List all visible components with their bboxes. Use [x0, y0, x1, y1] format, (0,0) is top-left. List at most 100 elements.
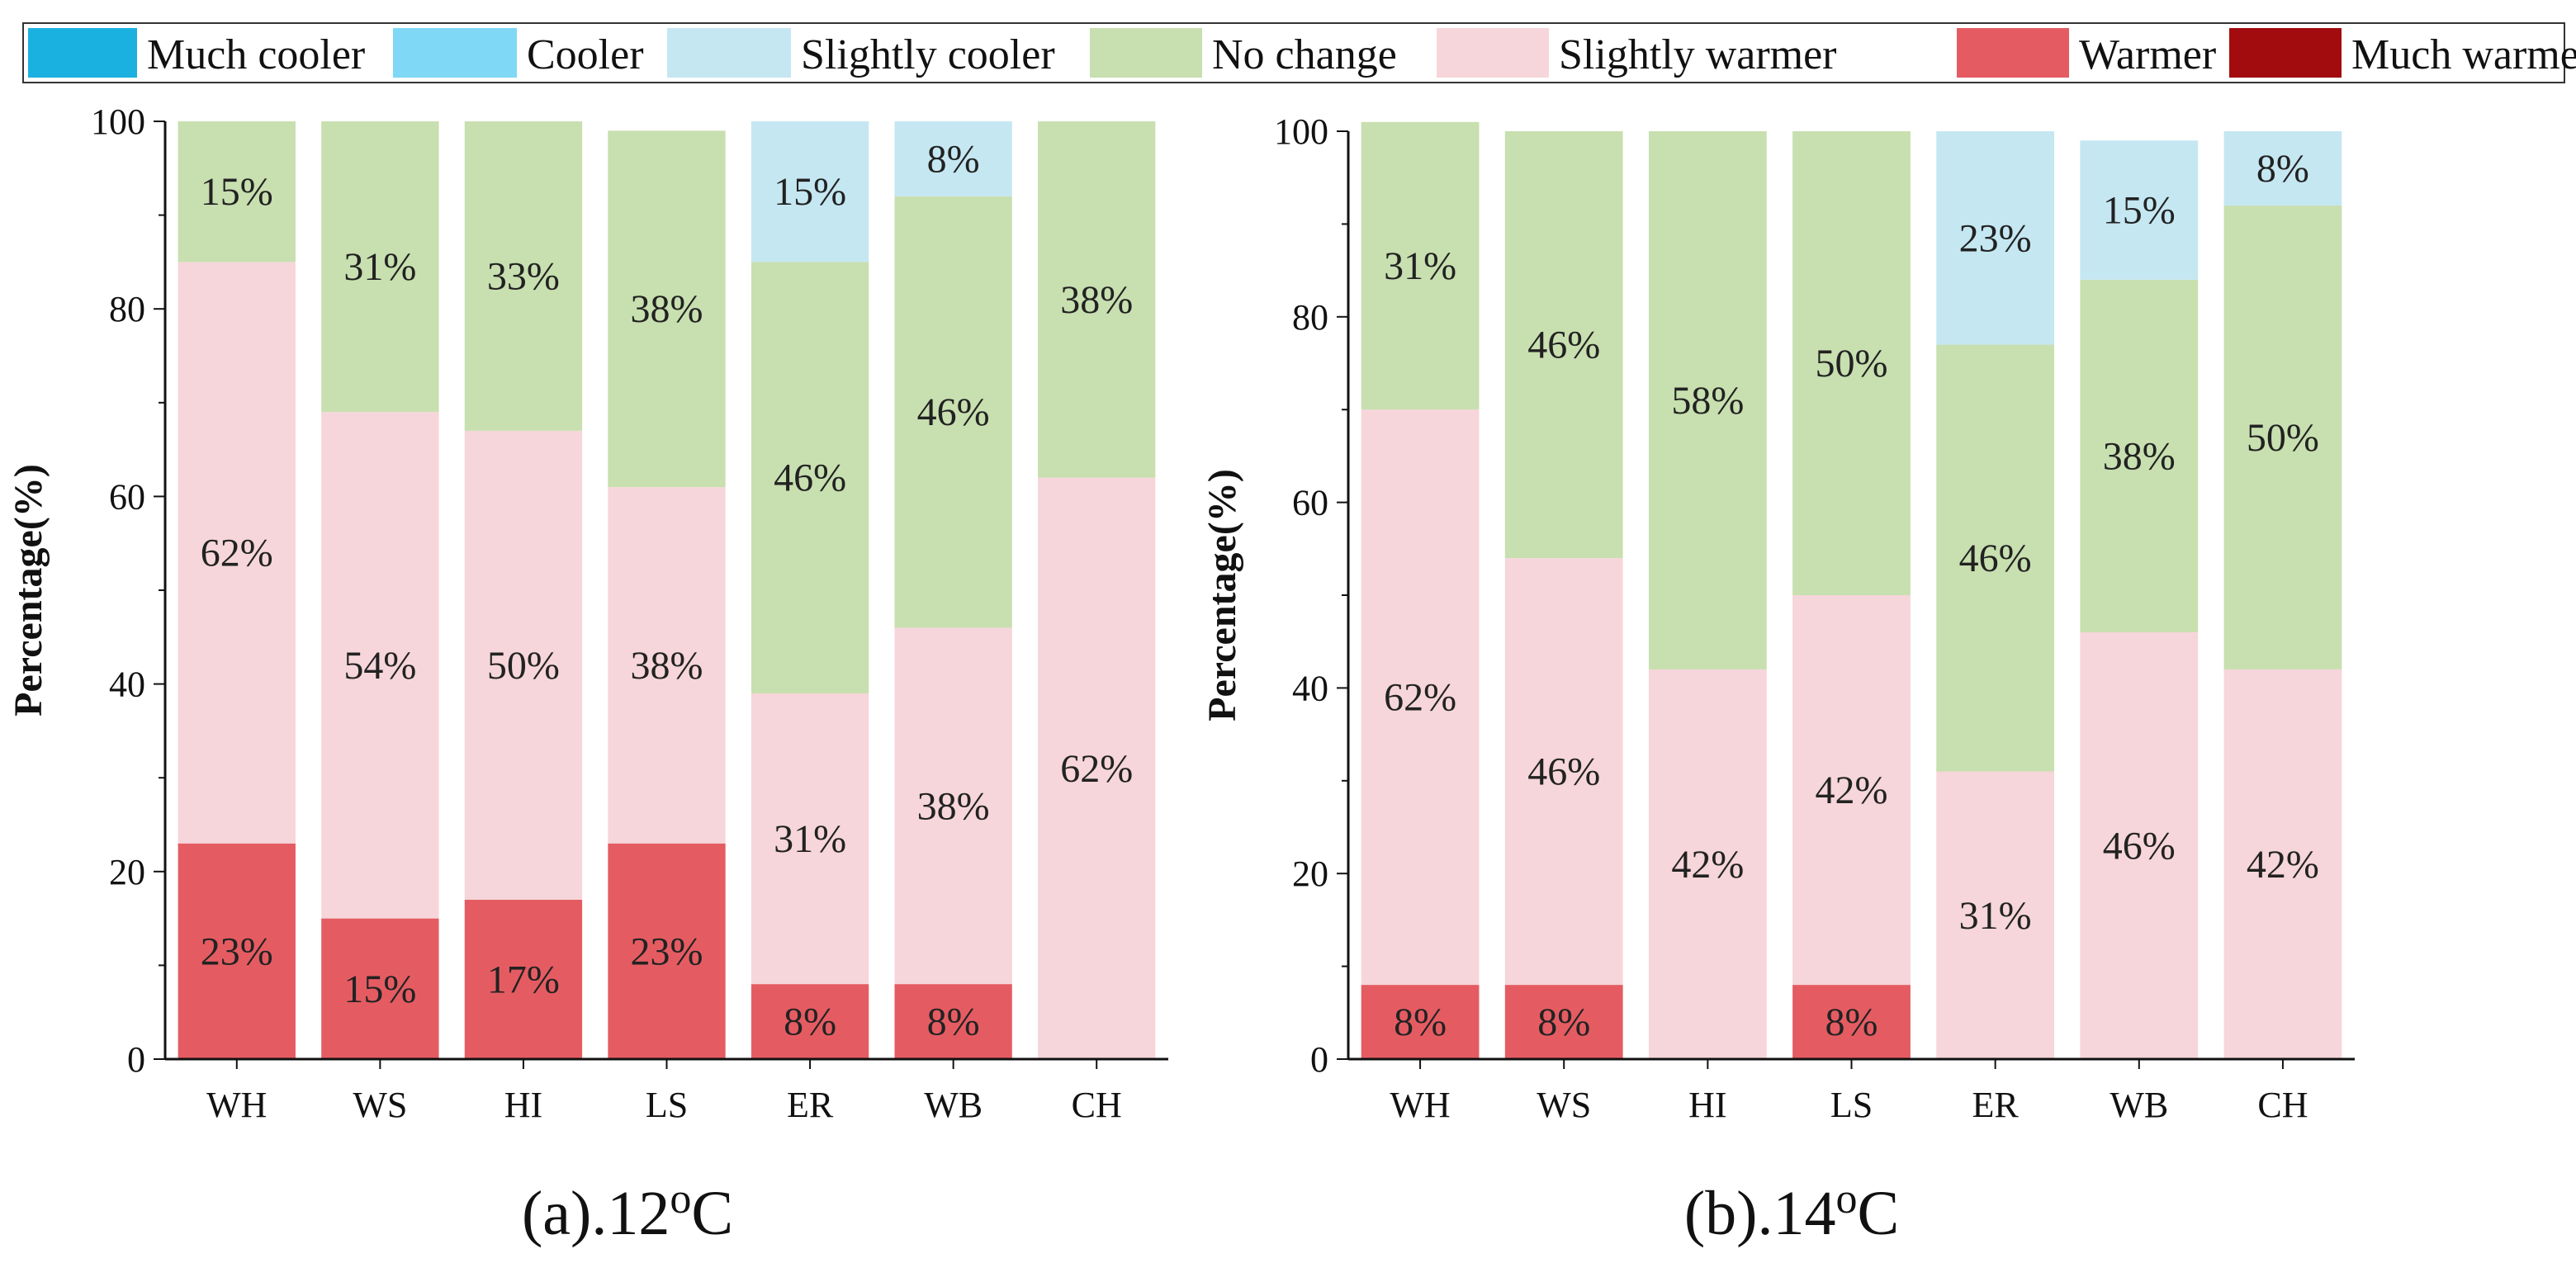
bar-b-hi-no-change [1648, 131, 1767, 669]
bar-b-er-no-change [1936, 344, 2055, 772]
data-label-a-hi-slightly-warmer: 50% [487, 644, 560, 688]
data-label-b-ch-slightly-cooler: 8% [2256, 147, 2309, 191]
data-label-a-ch-no-change: 38% [1060, 278, 1133, 322]
legend-swatch-no-change [1090, 28, 1202, 78]
bar-a-er-warmer [751, 984, 869, 1059]
bar-b-wb-no-change [2080, 279, 2199, 632]
data-label-a-er-slightly-warmer: 31% [774, 817, 846, 861]
data-label-a-ls-slightly-warmer: 38% [631, 644, 703, 688]
bar-a-er-no-change [751, 262, 869, 693]
legend-swatch-slightly-cooler [667, 28, 791, 78]
x-tick-label-b-er: ER [1972, 1085, 2020, 1125]
x-tick-label-a-er: ER [787, 1085, 834, 1125]
data-label-a-ws-slightly-warmer: 54% [343, 644, 416, 688]
legend-label-cooler: Cooler [527, 31, 644, 78]
y-tick-label-a-0: 0 [127, 1039, 145, 1080]
caption-degree-a: o [670, 1175, 691, 1223]
data-label-a-wb-slightly-warmer: 38% [917, 784, 990, 828]
data-label-a-wb-no-change: 46% [917, 390, 990, 434]
bar-a-wb-warmer [894, 984, 1012, 1059]
bar-b-wh-warmer [1361, 985, 1480, 1059]
bar-a-wh-no-change [178, 121, 296, 263]
y-tick-label-a-100: 100 [91, 102, 145, 142]
chart-b-14C: 8% 62% 31% WH 8% 46% 46% WS 42% 58% HI 8% 42% 50% LS 31… [1200, 111, 2355, 1248]
y-axis-title-b: Percentage(%) [1200, 469, 1244, 721]
legend-label-no-change: No change [1212, 31, 1397, 78]
bar-a-wb-slightly-cooler [894, 121, 1012, 196]
bar-a-ws-no-change [321, 121, 439, 413]
bar-b-ls-warmer [1792, 985, 1911, 1059]
legend-label-warmer: Warmer [2079, 31, 2216, 78]
bar-a-hi-slightly-warmer [464, 430, 583, 900]
bar-b-wb-slightly-warmer [2080, 632, 2199, 1059]
bar-b-ws-slightly-warmer [1504, 558, 1623, 986]
bar-a-wh-warmer [178, 843, 296, 1059]
x-tick-label-b-ch: CH [2257, 1085, 2308, 1125]
y-tick-label-b-60: 60 [1292, 483, 1328, 523]
x-tick-label-a-wb: WB [924, 1085, 983, 1125]
bar-a-wb-slightly-warmer [894, 627, 1012, 985]
bar-a-ws-slightly-warmer [321, 412, 439, 919]
data-label-a-ls-warmer: 23% [631, 930, 703, 973]
bar-a-ls-warmer [608, 843, 726, 1059]
data-label-b-wb-no-change: 38% [2103, 434, 2176, 478]
data-label-a-wh-slightly-warmer: 62% [201, 532, 273, 575]
legend: Much cooler Cooler Slightly cooler No chang… [22, 22, 2576, 83]
x-tick-label-b-ws: WS [1537, 1085, 1591, 1125]
x-tick-label-a-ch: CH [1072, 1085, 1122, 1125]
bar-a-er-slightly-cooler [751, 121, 869, 263]
bar-a-wh-slightly-warmer [178, 262, 296, 844]
x-tick-label-a-hi: HI [504, 1085, 542, 1125]
bar-a-er-slightly-warmer [751, 693, 869, 985]
data-label-a-wb-slightly-cooler: 8% [927, 137, 980, 181]
data-label-b-wh-no-change: 31% [1384, 244, 1456, 288]
bar-a-ch-no-change [1038, 121, 1156, 478]
bar-b-ch-no-change [2223, 205, 2342, 669]
bar-b-ws-no-change [1504, 131, 1623, 559]
bar-a-ch-slightly-warmer [1038, 477, 1156, 1059]
legend-swatch-slightly-warmer [1437, 28, 1549, 78]
legend-label-slightly-cooler: Slightly cooler [801, 31, 1055, 78]
bar-b-ws-warmer [1504, 985, 1623, 1059]
y-axis-title-a: Percentage(%) [7, 464, 50, 717]
data-label-a-ls-no-change: 38% [631, 287, 703, 331]
y-tick-label-b-0: 0 [1310, 1039, 1328, 1080]
bar-a-ws-warmer [321, 918, 439, 1059]
bar-a-hi-warmer [464, 899, 583, 1059]
data-label-a-wh-warmer: 23% [201, 930, 273, 973]
data-label-b-wh-slightly-warmer: 62% [1384, 676, 1456, 720]
y-tick-label-b-100: 100 [1274, 111, 1328, 152]
bar-a-hi-no-change [464, 121, 583, 431]
data-label-a-wh-no-change: 15% [201, 170, 273, 214]
bar-b-wh-no-change [1361, 121, 1480, 410]
data-label-b-er-slightly-cooler: 23% [1959, 216, 2032, 260]
y-tick-label-b-20: 20 [1292, 854, 1328, 894]
data-label-b-ls-no-change: 50% [1816, 342, 1888, 386]
legend-label-much-cooler: Much cooler [147, 31, 365, 78]
y-tick-label-a-60: 60 [109, 476, 145, 517]
bar-b-ls-slightly-warmer [1792, 595, 1911, 986]
legend-swatch-much-warmer [2229, 28, 2342, 78]
bar-b-wb-slightly-cooler [2080, 140, 2199, 280]
x-tick-label-a-ls: LS [646, 1085, 688, 1125]
y-tick-label-b-80: 80 [1292, 297, 1328, 338]
data-label-b-ch-slightly-warmer: 42% [2247, 843, 2319, 887]
x-tick-label-b-wb: WB [2110, 1085, 2168, 1125]
caption-unit-a: C [691, 1179, 733, 1248]
data-label-b-er-no-change: 46% [1959, 537, 2032, 580]
legend-label-slightly-warmer: Slightly warmer [1559, 31, 1837, 78]
x-tick-label-b-wh: WH [1390, 1085, 1450, 1125]
data-label-a-ws-no-change: 31% [343, 245, 416, 289]
y-tick-label-b-40: 40 [1292, 668, 1328, 708]
data-label-b-hi-no-change: 58% [1671, 379, 1744, 423]
caption-a: (a).12oC [522, 1175, 733, 1248]
caption-b: (b).14oC [1684, 1175, 1899, 1248]
x-tick-label-b-ls: LS [1830, 1085, 1873, 1125]
data-label-b-ls-slightly-warmer: 42% [1816, 769, 1888, 812]
data-label-b-ws-warmer: 8% [1537, 1000, 1590, 1044]
bar-a-ls-slightly-warmer [608, 487, 726, 844]
caption-text-a: (a).12 [522, 1179, 670, 1248]
data-label-b-wh-warmer: 8% [1394, 1000, 1447, 1044]
legend-swatch-warmer [1957, 28, 2069, 78]
